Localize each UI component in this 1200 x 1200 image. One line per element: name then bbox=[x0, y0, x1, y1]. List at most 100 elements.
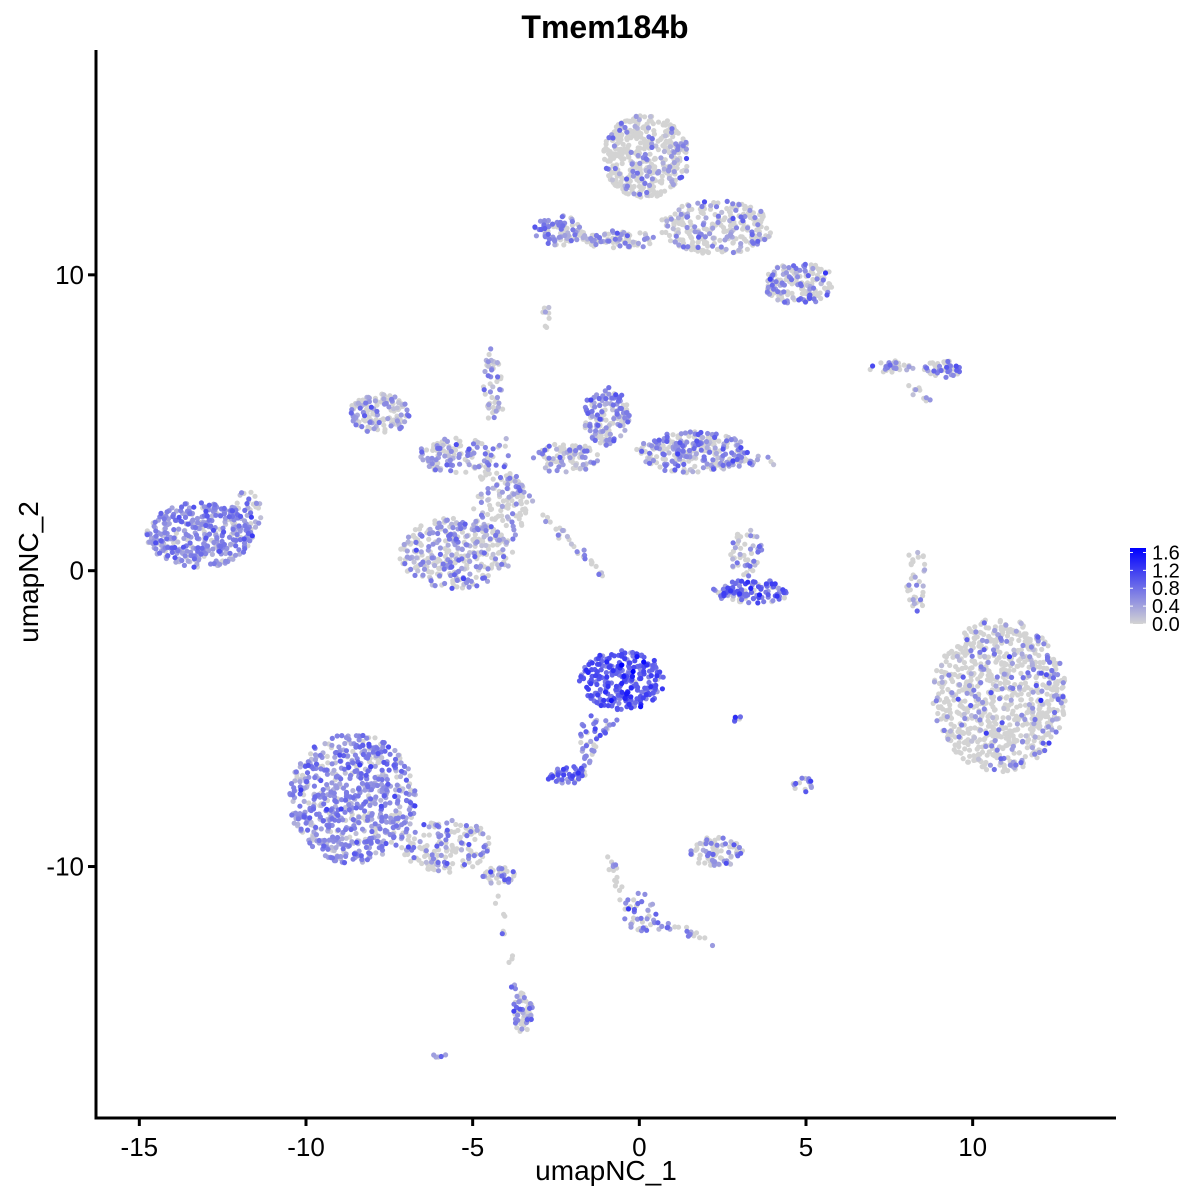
data-point bbox=[938, 668, 945, 675]
data-point bbox=[705, 430, 711, 437]
data-point bbox=[458, 847, 465, 853]
data-point bbox=[330, 834, 336, 840]
data-point bbox=[688, 851, 694, 857]
data-point bbox=[331, 790, 337, 796]
data-point bbox=[342, 797, 349, 803]
data-point bbox=[335, 827, 341, 833]
data-point bbox=[762, 236, 768, 243]
data-point bbox=[592, 404, 598, 410]
data-point bbox=[985, 659, 991, 666]
data-point bbox=[1059, 685, 1065, 691]
data-point bbox=[603, 145, 609, 151]
data-point bbox=[1011, 651, 1018, 658]
data-point bbox=[1009, 674, 1015, 681]
data-point bbox=[490, 476, 496, 482]
data-point bbox=[417, 839, 423, 845]
data-point bbox=[707, 449, 713, 455]
data-point bbox=[686, 207, 692, 213]
data-point bbox=[951, 747, 957, 753]
data-point bbox=[755, 238, 761, 244]
data-point bbox=[658, 155, 664, 161]
data-point bbox=[682, 430, 689, 436]
data-point bbox=[994, 747, 1000, 753]
data-point bbox=[998, 635, 1004, 641]
data-point bbox=[642, 891, 648, 898]
data-point bbox=[343, 748, 349, 754]
data-point bbox=[463, 542, 469, 548]
data-point bbox=[991, 766, 997, 773]
data-point bbox=[969, 658, 975, 664]
data-point bbox=[211, 539, 217, 546]
data-point bbox=[485, 546, 491, 552]
data-point bbox=[367, 419, 373, 425]
data-point bbox=[369, 828, 375, 835]
data-point bbox=[745, 225, 751, 231]
data-point bbox=[733, 225, 740, 231]
data-point bbox=[517, 487, 523, 494]
data-point bbox=[435, 859, 441, 866]
data-point bbox=[393, 842, 399, 848]
data-point bbox=[1009, 728, 1015, 735]
data-point bbox=[426, 544, 432, 550]
data-point bbox=[485, 466, 491, 472]
data-point bbox=[954, 653, 960, 659]
data-point bbox=[1049, 717, 1056, 723]
data-point bbox=[1020, 642, 1026, 649]
data-point bbox=[544, 324, 550, 330]
data-point bbox=[504, 514, 510, 520]
data-point bbox=[588, 738, 594, 745]
data-point bbox=[666, 450, 672, 456]
data-point bbox=[1029, 745, 1035, 751]
data-point bbox=[198, 500, 204, 506]
data-point bbox=[613, 151, 619, 157]
data-point bbox=[308, 751, 314, 757]
data-point bbox=[931, 368, 937, 374]
data-point bbox=[382, 426, 388, 433]
data-point bbox=[426, 536, 432, 542]
data-point bbox=[704, 445, 710, 451]
data-point bbox=[693, 847, 699, 853]
data-point bbox=[684, 229, 690, 235]
data-point bbox=[752, 215, 758, 221]
data-point bbox=[385, 416, 391, 422]
data-point bbox=[379, 777, 385, 783]
data-point bbox=[248, 510, 254, 516]
data-point bbox=[718, 244, 724, 250]
data-point bbox=[153, 546, 159, 552]
data-point bbox=[1027, 654, 1033, 660]
data-point bbox=[708, 203, 714, 209]
data-point bbox=[485, 566, 491, 572]
data-point bbox=[1045, 643, 1051, 649]
data-point bbox=[384, 776, 390, 783]
data-point bbox=[616, 887, 623, 894]
data-point bbox=[485, 511, 491, 518]
data-point bbox=[171, 535, 177, 541]
data-point bbox=[248, 489, 254, 495]
data-point bbox=[998, 756, 1004, 762]
data-point bbox=[648, 443, 655, 449]
data-point bbox=[720, 225, 727, 231]
data-point bbox=[436, 834, 442, 840]
data-point bbox=[662, 456, 669, 462]
data-point bbox=[998, 624, 1004, 630]
data-point bbox=[666, 232, 673, 239]
data-point bbox=[1011, 647, 1017, 653]
data-point bbox=[662, 467, 668, 473]
data-point bbox=[733, 207, 739, 213]
data-point bbox=[412, 829, 418, 835]
data-point bbox=[1018, 647, 1024, 653]
data-point bbox=[325, 846, 331, 852]
data-point bbox=[802, 261, 808, 267]
data-point bbox=[1013, 762, 1019, 768]
data-point bbox=[358, 853, 364, 859]
data-point bbox=[470, 441, 477, 447]
data-point bbox=[710, 457, 716, 463]
data-point bbox=[256, 520, 262, 526]
data-point bbox=[973, 629, 979, 635]
data-point bbox=[370, 749, 376, 755]
data-point bbox=[1003, 725, 1009, 731]
data-point bbox=[935, 710, 941, 717]
data-point bbox=[642, 141, 648, 147]
data-point bbox=[695, 200, 701, 206]
data-point bbox=[423, 848, 429, 854]
